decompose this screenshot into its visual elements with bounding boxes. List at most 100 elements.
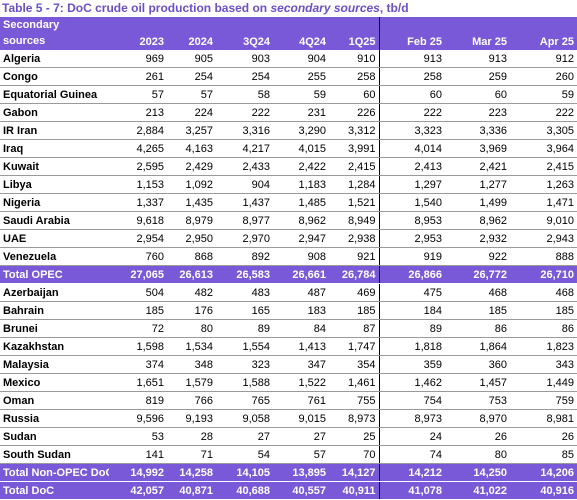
row-label: Kuwait (0, 157, 109, 176)
table-cell: 8,973 (378, 409, 445, 428)
table-cell: 819 (109, 391, 167, 410)
table-cell: 765 (216, 391, 273, 410)
row-label: Libya (0, 175, 109, 194)
table-cell: 969 (109, 50, 167, 68)
header-label-line2: sources (0, 33, 109, 50)
table-cell: 26,583 (216, 265, 273, 284)
row-label: Russia (0, 409, 109, 428)
table-cell: 1,153 (109, 175, 167, 194)
table-cell: 2,433 (216, 157, 273, 176)
table-cell: 40,911 (329, 481, 379, 500)
row-label: Total Non-OPEC DoC (0, 463, 109, 482)
table-cell: 141 (109, 445, 167, 464)
row-label: Venezuela (0, 247, 109, 266)
table-cell: 57 (273, 445, 329, 464)
table-cell: 904 (216, 175, 273, 194)
table-cell: 468 (445, 283, 510, 302)
table-cell: 3,305 (510, 121, 577, 140)
column-header: Feb 25 (378, 33, 445, 50)
table-cell: 1,449 (510, 373, 577, 392)
table-cell: 59 (510, 85, 577, 104)
table-row: Brunei 72 80 89 84 87 89 86 86 (0, 319, 577, 338)
table-cell: 3,336 (445, 121, 510, 140)
table-cell: 2,950 (167, 229, 216, 248)
table-cell: 343 (510, 355, 577, 374)
row-label: UAE (0, 229, 109, 248)
table-cell: 2,415 (329, 157, 379, 176)
table-row: Mexico 1,651 1,579 1,588 1,522 1,461 1,462 1,45… (0, 373, 577, 392)
table-cell: 84 (273, 319, 329, 338)
table-cell: 910 (329, 50, 379, 68)
table-cell: 40,688 (216, 481, 273, 500)
table-cell: 1,183 (273, 175, 329, 194)
table-cell: 913 (378, 50, 445, 68)
table-row: Iraq 4,265 4,163 4,217 4,015 3,991 4,014 3,969 3… (0, 139, 577, 158)
table-cell: 1,534 (167, 337, 216, 356)
table-cell: 72 (109, 319, 167, 338)
table-cell: 26,613 (167, 265, 216, 284)
row-label: Algeria (0, 50, 109, 68)
table-cell: 323 (216, 355, 273, 374)
table-cell: 1,554 (216, 337, 273, 356)
table-cell: 348 (167, 355, 216, 374)
table-cell: 4,265 (109, 139, 167, 158)
table-cell: 3,991 (329, 139, 379, 158)
table-title-emphasis: secondary sources (270, 1, 380, 15)
table-cell: 360 (445, 355, 510, 374)
table-cell: 27 (216, 427, 273, 446)
table-title-prefix: Table 5 - 7: DoC crude oil production ba… (2, 1, 271, 15)
row-label: Kazakhstan (0, 337, 109, 356)
table-cell: 185 (109, 301, 167, 320)
table-cell: 261 (109, 67, 167, 86)
table-cell: 2,422 (273, 157, 329, 176)
column-header: Apr 25 (510, 33, 577, 50)
column-header: 3Q24 (216, 33, 273, 50)
table-cell: 40,916 (510, 481, 577, 500)
table-cell: 755 (329, 391, 379, 410)
table-cell: 1,823 (510, 337, 577, 356)
table-cell: 70 (329, 445, 379, 464)
table-cell: 26 (510, 427, 577, 446)
table-cell: 183 (273, 301, 329, 320)
table-cell: 1,462 (378, 373, 445, 392)
row-label: Malaysia (0, 355, 109, 374)
table-cell: 255 (273, 67, 329, 86)
row-label: Total OPEC (0, 265, 109, 284)
column-header: 2023 (109, 33, 167, 50)
table-cell: 27 (273, 427, 329, 446)
table-body: Algeria 969 905 903 904 910 913 913 912 Congo 261 2… (0, 50, 577, 500)
table-cell: 80 (445, 445, 510, 464)
table-cell: 54 (216, 445, 273, 464)
table-title-suffix: , tb/d (379, 1, 409, 15)
table-cell: 254 (167, 67, 216, 86)
table-cell: 475 (378, 283, 445, 302)
table-cell: 2,415 (510, 157, 577, 176)
table-row: UAE 2,954 2,950 2,970 2,947 2,938 2,953 2,932 2,… (0, 229, 577, 248)
table-row: Equatorial Guinea 57 57 58 59 60 60 60 59 (0, 85, 577, 104)
table-cell: 1,457 (445, 373, 510, 392)
table-cell: 2,429 (167, 157, 216, 176)
table-cell: 60 (378, 85, 445, 104)
table-cell: 185 (445, 301, 510, 320)
table-cell: 57 (167, 85, 216, 104)
table-cell: 912 (510, 50, 577, 68)
table-cell: 14,250 (445, 463, 510, 482)
table-cell: 58 (216, 85, 273, 104)
table-row: Venezuela 760 868 892 908 921 919 922 888 (0, 247, 577, 266)
table-row: IR Iran 2,884 3,257 3,316 3,290 3,312 3,323 3,3… (0, 121, 577, 140)
table-cell: 59 (273, 85, 329, 104)
table-cell: 223 (445, 103, 510, 122)
table-cell: 41,078 (378, 481, 445, 500)
table-cell: 888 (510, 247, 577, 266)
table-cell: 2,884 (109, 121, 167, 140)
table-cell: 1,284 (329, 175, 379, 194)
table-cell: 260 (510, 67, 577, 86)
column-header: Mar 25 (445, 33, 510, 50)
table-cell: 1,461 (329, 373, 379, 392)
row-label: Oman (0, 391, 109, 410)
table-cell: 904 (273, 50, 329, 68)
table-cell: 231 (273, 103, 329, 122)
table-cell: 2,413 (378, 157, 445, 176)
table-cell: 184 (378, 301, 445, 320)
table-cell: 26,661 (273, 265, 329, 284)
